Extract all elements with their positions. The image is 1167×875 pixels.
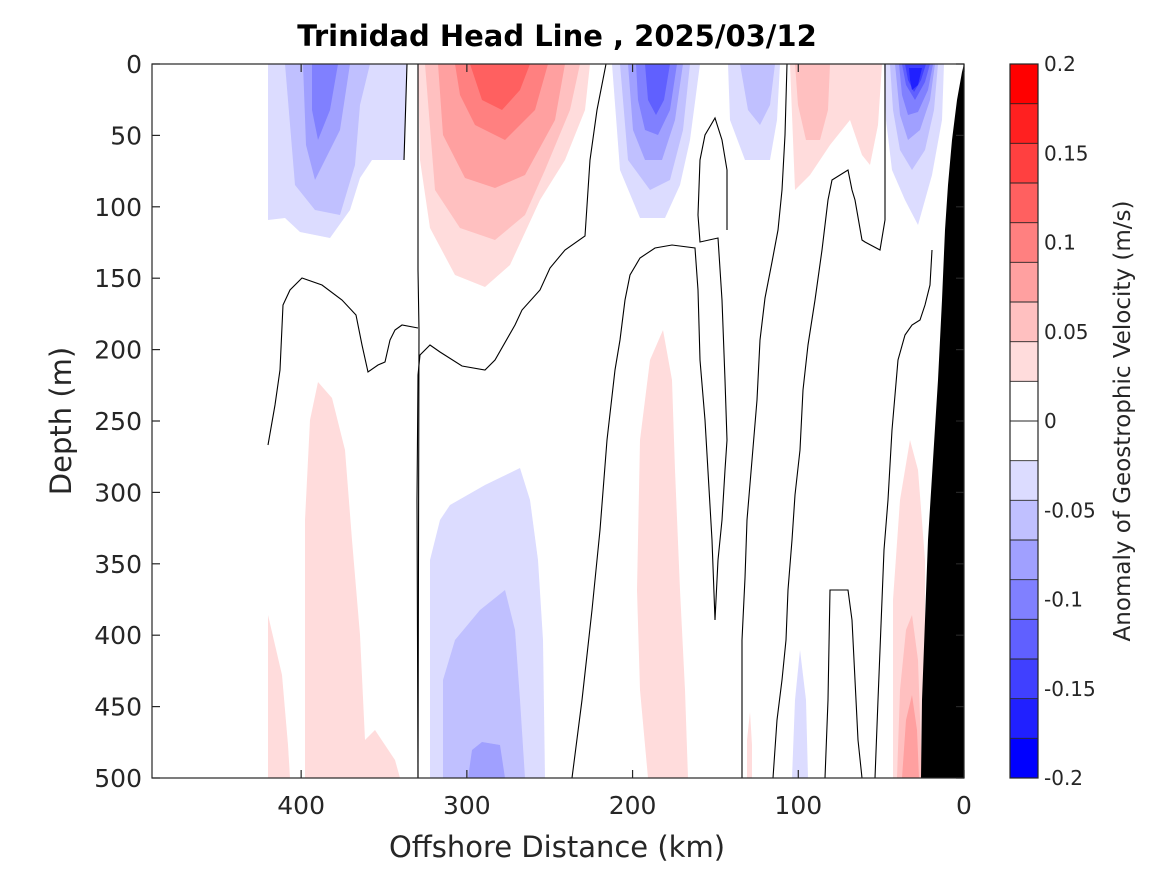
colorbar-swatch-4 xyxy=(1010,579,1038,620)
colorbar: 0.2 0.15 0.1 0.05 0 -0.05 -0.1 -0.15 -0.2 xyxy=(1009,52,1096,790)
y-tick-label-300: 300 xyxy=(94,478,142,507)
colorbar-swatch-1 xyxy=(1010,698,1038,739)
bathymetry-shelf xyxy=(921,64,964,778)
zero-contour-3 xyxy=(417,64,420,778)
anomaly-pos-400km-deep xyxy=(305,382,400,778)
colorbar-swatch-16 xyxy=(1010,103,1038,144)
colorbar-swatch-11 xyxy=(1010,302,1038,343)
anomaly-neg-125km-l2 xyxy=(740,64,775,125)
x-tick-label-300: 300 xyxy=(443,791,491,820)
chart-title: Trinidad Head Line , 2025/03/12 xyxy=(297,19,817,53)
zero-contour-1 xyxy=(267,277,419,446)
colorbar-frame xyxy=(1009,63,1039,779)
colorbar-swatch-0 xyxy=(1010,738,1038,779)
colorbar-swatch-17 xyxy=(1010,64,1038,105)
zero-contours xyxy=(267,64,933,778)
y-tick-label-200: 200 xyxy=(94,336,142,365)
x-axis: 400 300 200 100 0 xyxy=(277,64,972,820)
anomaly-neg-400km-l4 xyxy=(312,64,338,140)
anomaly-pos-200km-deep xyxy=(637,330,688,778)
colorbar-tick-label-4: 0 xyxy=(1044,409,1057,433)
colorbar-tick-label-8: -0.2 xyxy=(1044,766,1083,790)
zero-contour-6 xyxy=(772,64,886,778)
y-tick-label-0: 0 xyxy=(126,50,142,79)
colorbar-tick-label-6: -0.1 xyxy=(1044,588,1083,612)
colorbar-swatch-6 xyxy=(1010,500,1038,541)
colorbar-swatch-8 xyxy=(1010,421,1038,462)
y-tick-label-400: 400 xyxy=(94,621,142,650)
colorbar-swatch-2 xyxy=(1010,659,1038,700)
anomaly-neg-300km-deep-l3 xyxy=(468,742,505,778)
zero-contour-9 xyxy=(874,249,933,778)
zero-contour-2 xyxy=(403,64,408,161)
x-axis-label: Offshore Distance (km) xyxy=(389,830,725,864)
colorbar-swatch-14 xyxy=(1010,183,1038,224)
x-tick-label-200: 200 xyxy=(609,791,657,820)
y-tick-label-450: 450 xyxy=(94,693,142,722)
colorbar-tick-label-5: -0.05 xyxy=(1044,498,1096,522)
colorbar-tick-label-1: 0.15 xyxy=(1044,141,1089,165)
y-axis: 0 50 100 150 200 250 300 350 400 450 500 xyxy=(94,50,964,793)
colorbar-swatch-15 xyxy=(1010,143,1038,184)
colorbar-tick-label-7: -0.15 xyxy=(1044,677,1096,701)
anomaly-pos-300km-l5 xyxy=(470,64,530,110)
anomaly-pos-85km-l2 xyxy=(795,64,830,140)
colorbar-tick-label-2: 0.1 xyxy=(1044,231,1076,255)
colorbar-swatch-9 xyxy=(1010,381,1038,422)
colorbar-swatch-10 xyxy=(1010,341,1038,382)
anomaly-pos-130km-deep xyxy=(747,712,752,778)
colorbar-swatch-5 xyxy=(1010,540,1038,581)
colorbar-tick-label-3: 0.05 xyxy=(1044,320,1089,344)
y-tick-label-50: 50 xyxy=(110,121,142,150)
x-tick-label-400: 400 xyxy=(277,791,325,820)
y-tick-label-150: 150 xyxy=(94,264,142,293)
anomaly-neg-185km-l5 xyxy=(645,64,670,115)
contour-field xyxy=(267,64,964,778)
anomaly-neg-105km-deep xyxy=(792,650,808,778)
colorbar-swatch-12 xyxy=(1010,262,1038,303)
x-tick-label-0: 0 xyxy=(956,791,972,820)
colorbar-swatch-13 xyxy=(1010,222,1038,263)
x-tick-label-100: 100 xyxy=(774,791,822,820)
zero-contour-5 xyxy=(571,116,728,778)
colorbar-label: Anomaly of Geostrophic Velocity (m/s) xyxy=(1110,201,1136,642)
y-tick-label-350: 350 xyxy=(94,550,142,579)
anomaly-pos-30km-deep-l3 xyxy=(902,695,919,778)
zero-contour-4 xyxy=(416,64,607,778)
y-tick-label-100: 100 xyxy=(94,193,142,222)
y-axis-label: Depth (m) xyxy=(44,347,78,495)
anomaly-neg-300km-deep-l2 xyxy=(443,590,525,778)
anomaly-neg-30km-l7 xyxy=(909,68,922,90)
zero-contour-8 xyxy=(824,589,863,778)
anomaly-pos-420km-deep xyxy=(268,615,290,778)
y-tick-label-500: 500 xyxy=(94,764,142,793)
y-tick-label-250: 250 xyxy=(94,407,142,436)
colorbar-swatch-7 xyxy=(1010,460,1038,501)
colorbar-tick-label-0: 0.2 xyxy=(1044,52,1076,76)
colorbar-swatch-3 xyxy=(1010,619,1038,660)
zero-contour-7 xyxy=(741,64,788,778)
